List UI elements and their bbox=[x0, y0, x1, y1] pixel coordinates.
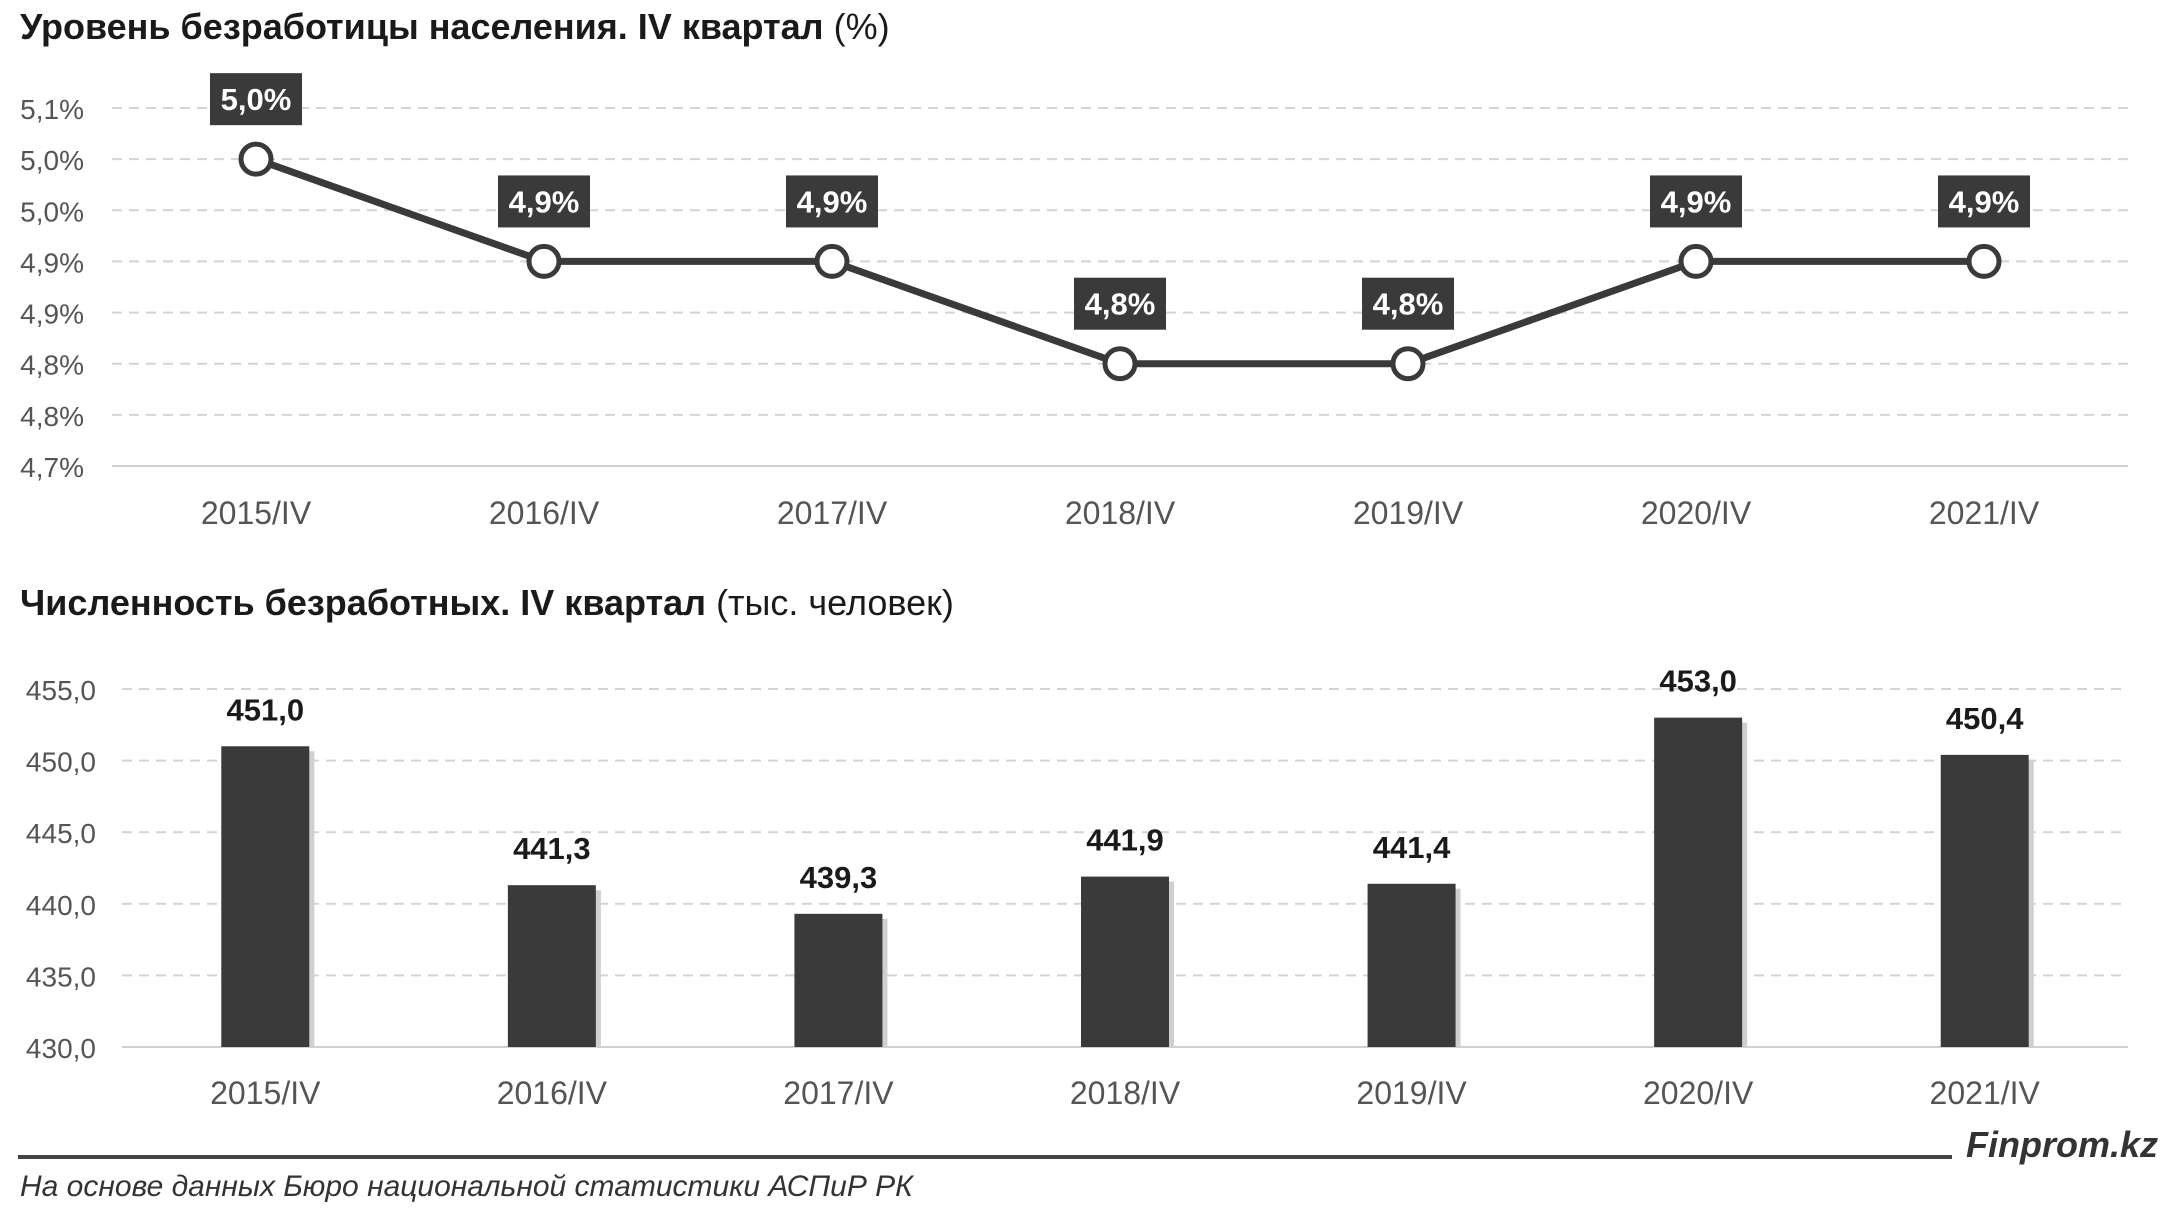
rate-y-tick-label: 4,7% bbox=[20, 452, 84, 483]
rate-data-label-box bbox=[1650, 175, 1742, 228]
rate-data-label: 5,0% bbox=[221, 82, 292, 117]
rate-x-tick-label: 2020/IV bbox=[1641, 495, 1752, 531]
rate-y-tick-label: 5,1% bbox=[20, 94, 84, 125]
rate-data-label: 4,9% bbox=[509, 184, 580, 219]
count-bar bbox=[1367, 883, 1456, 1047]
count-y-tick-label: 430,0 bbox=[26, 1033, 96, 1064]
count-x-tick-label: 2016/IV bbox=[497, 1075, 608, 1111]
rate-y-tick-label: 4,8% bbox=[20, 401, 84, 432]
count-y-tick-label: 450,0 bbox=[26, 747, 96, 778]
rate-chart-title-unit: (%) bbox=[833, 6, 890, 47]
count-x-tick-label: 2019/IV bbox=[1356, 1075, 1467, 1111]
rate-data-label-box bbox=[210, 73, 302, 126]
rate-data-point bbox=[814, 243, 850, 279]
count-x-tick-label: 2017/IV bbox=[783, 1075, 894, 1111]
count-y-tick-label: 455,0 bbox=[26, 675, 96, 706]
rate-data-label: 4,8% bbox=[1085, 287, 1156, 322]
count-x-tick-label: 2021/IV bbox=[1930, 1075, 2041, 1111]
count-x-tick-label: 2020/IV bbox=[1643, 1075, 1754, 1111]
rate-line-chart: 5,1% 5,0% 5,0% 4,9% 4,9% 4,8% 4,8% 4,7% 2015/IV 2… bbox=[20, 73, 2128, 531]
rate-x-tick-label: 2021/IV bbox=[1929, 495, 2040, 531]
count-bar bbox=[1940, 754, 2029, 1047]
count-y-tick-label: 445,0 bbox=[26, 818, 96, 849]
count-data-label: 453,0 bbox=[1659, 664, 1737, 699]
rate-y-tick-label: 4,9% bbox=[20, 247, 84, 278]
rate-x-tick-label: 2015/IV bbox=[201, 495, 312, 531]
rate-x-tick-label: 2016/IV bbox=[489, 495, 600, 531]
rate-y-tick-label: 4,8% bbox=[20, 350, 84, 381]
count-bar-chart: 455,0 450,0 445,0 440,0 435,0 430,0 2015/IV 201… bbox=[26, 664, 2128, 1111]
count-chart-title-main: Численность безработных. IV квартал bbox=[20, 582, 707, 623]
rate-y-tick-label: 4,9% bbox=[20, 299, 84, 330]
rate-data-point bbox=[238, 141, 274, 177]
rate-y-tick-label: 5,0% bbox=[20, 196, 84, 227]
count-bar bbox=[1081, 876, 1169, 1047]
rate-chart-title: Уровень безработицы населения. IV кварта… bbox=[20, 6, 890, 48]
rate-x-tick-label: 2017/IV bbox=[777, 495, 888, 531]
count-chart-title-unit: (тыс. человек) bbox=[716, 582, 954, 623]
rate-data-point bbox=[1966, 243, 2002, 279]
rate-data-label: 4,8% bbox=[1373, 287, 1444, 322]
rate-chart-title-main: Уровень безработицы населения. IV кварта… bbox=[20, 6, 824, 47]
rate-data-point bbox=[1390, 346, 1426, 382]
rate-data-label-box bbox=[1074, 277, 1166, 330]
count-bar bbox=[794, 913, 883, 1047]
rate-data-label: 4,9% bbox=[797, 184, 868, 219]
rate-data-label-box bbox=[1938, 175, 2030, 228]
rate-data-point bbox=[1102, 346, 1138, 382]
count-chart-title: Численность безработных. IV квартал (тыс… bbox=[20, 582, 954, 624]
rate-data-label-box bbox=[498, 175, 590, 228]
count-x-tick-label: 2015/IV bbox=[210, 1075, 321, 1111]
count-data-label: 451,0 bbox=[226, 692, 304, 727]
count-data-label: 441,9 bbox=[1086, 823, 1164, 858]
count-y-tick-label: 440,0 bbox=[26, 890, 96, 921]
count-bar bbox=[1654, 717, 1743, 1047]
source-note: На основе данных Бюро национальной стати… bbox=[20, 1170, 913, 1203]
count-data-label: 439,3 bbox=[800, 860, 878, 895]
count-bar bbox=[507, 885, 596, 1047]
count-data-label: 441,4 bbox=[1373, 830, 1451, 865]
rate-y-tick-label: 5,0% bbox=[20, 145, 84, 176]
brand-logo-text: Finprom.kz bbox=[1965, 1124, 2158, 1165]
count-data-label: 450,4 bbox=[1946, 701, 2024, 736]
rate-data-label-box bbox=[1362, 277, 1454, 330]
count-bar bbox=[221, 746, 310, 1047]
rate-data-point bbox=[1678, 243, 1714, 279]
count-data-label: 441,3 bbox=[513, 831, 591, 866]
rate-x-tick-label: 2019/IV bbox=[1353, 495, 1464, 531]
count-x-tick-label: 2018/IV bbox=[1070, 1075, 1181, 1111]
rate-data-label: 4,9% bbox=[1949, 184, 2020, 219]
count-y-tick-label: 435,0 bbox=[26, 961, 96, 992]
rate-data-label: 4,9% bbox=[1661, 184, 1732, 219]
rate-data-label-box bbox=[786, 175, 878, 228]
rate-x-tick-label: 2018/IV bbox=[1065, 495, 1176, 531]
rate-data-point bbox=[526, 243, 562, 279]
footer-divider bbox=[18, 1155, 1952, 1159]
